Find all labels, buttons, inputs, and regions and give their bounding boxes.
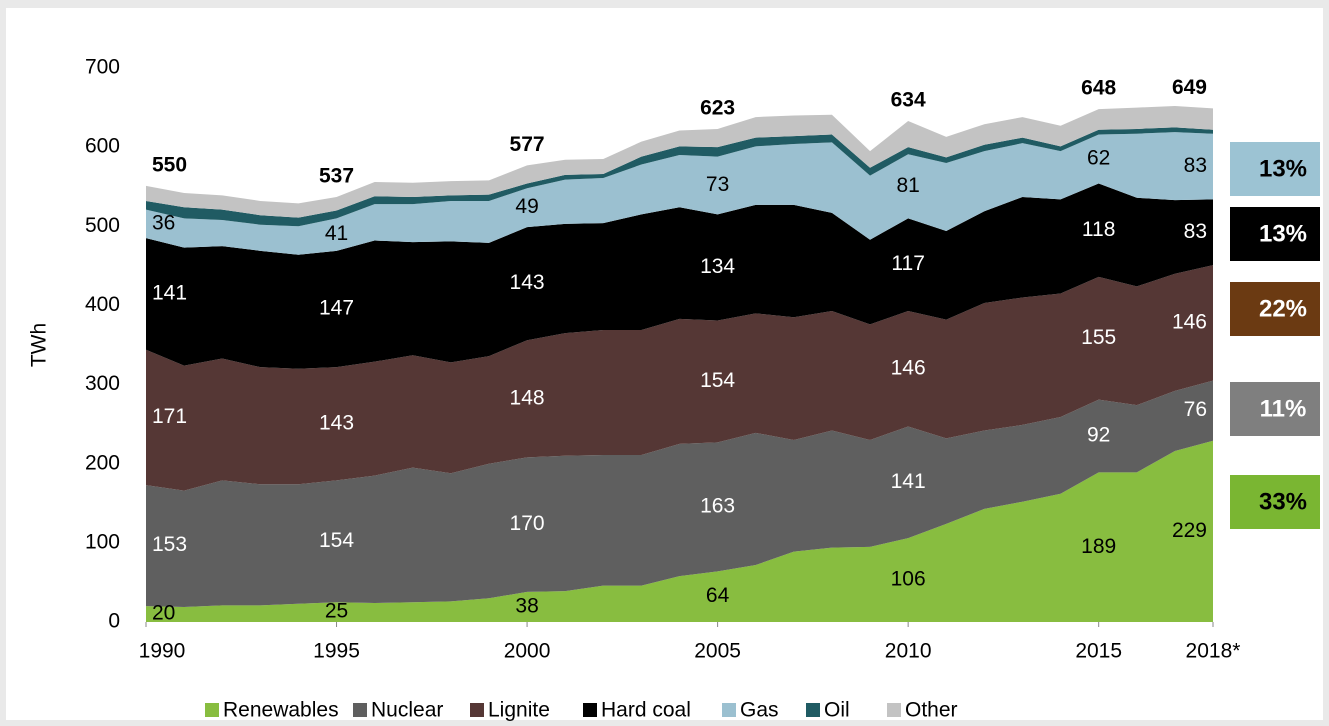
legend-swatch [205,703,219,717]
area [146,183,1213,369]
legend-label: Other [905,699,958,722]
x-tick-label: 1995 [313,640,360,663]
legend-label: Nuclear [371,699,443,722]
share-label: 33% [1259,488,1307,515]
total-label: 577 [510,133,545,156]
data-label: 148 [510,386,545,409]
area [146,127,1213,227]
area [146,132,1213,255]
y-tick-label: 500 [85,214,120,237]
y-tick-label: 200 [85,451,120,474]
data-label: 62 [1087,147,1110,170]
data-label: 154 [319,529,354,552]
share-label: 11% [1260,395,1307,422]
legend-swatch [806,703,820,717]
x-tick-label: 2000 [504,640,551,663]
total-label: 634 [891,89,926,112]
data-label: 154 [700,369,735,392]
data-label: 41 [325,222,348,245]
share-label: 13% [1259,155,1307,182]
total-label: 623 [700,96,735,119]
data-label: 147 [319,297,354,320]
area [146,105,1213,218]
data-label: 117 [891,252,924,275]
share-box [1230,282,1320,336]
legend-swatch [353,703,367,717]
legend-swatch [887,703,901,717]
share-box [1230,382,1320,436]
legend-label: Gas [740,699,779,722]
x-tick-label: 2015 [1075,640,1122,663]
total-label: 550 [152,153,187,176]
share-box [1230,142,1320,196]
data-label: 81 [896,174,919,197]
data-label: 92 [1087,424,1110,447]
y-tick-label: 700 [85,56,120,79]
data-label: 141 [891,470,926,493]
data-label: 36 [152,211,175,234]
total-label: 648 [1081,77,1116,100]
share-box [1230,207,1320,261]
x-tick-label: 2010 [885,640,932,663]
data-label: 73 [706,173,729,196]
y-axis-label: TWh [28,323,51,367]
y-tick-label: 100 [85,530,120,553]
area [146,265,1213,491]
data-label: 134 [700,255,735,278]
data-label: 153 [152,533,187,556]
data-label: 118 [1082,218,1115,241]
data-label: 38 [515,595,538,618]
data-label: 143 [510,271,545,294]
share-label: 22% [1259,295,1307,322]
x-tick-label: 2018* [1186,640,1241,663]
share-box [1230,475,1320,529]
y-tick-label: 600 [85,135,120,158]
data-label: 146 [1172,310,1207,333]
data-label: 49 [515,195,538,218]
x-tick-label: 1990 [139,640,186,663]
legend-label: Hard coal [601,699,691,722]
total-label: 537 [319,165,354,188]
y-tick-label: 0 [108,610,120,633]
x-tick-label: 2005 [694,640,741,663]
data-label: 141 [152,281,187,304]
data-label: 170 [510,512,545,535]
data-label: 76 [1184,398,1207,421]
y-tick-label: 400 [85,293,120,316]
data-label: 25 [325,600,348,623]
area [146,440,1213,622]
data-label: 20 [152,602,175,625]
legend-swatch [583,703,597,717]
data-label: 146 [891,356,926,379]
data-label: 189 [1081,535,1116,558]
data-label: 143 [319,411,354,434]
data-label: 229 [1172,519,1207,542]
data-label: 106 [891,568,926,591]
data-label: 83 [1184,220,1207,243]
data-label: 64 [706,584,730,607]
data-label: 83 [1184,154,1207,177]
share-label: 13% [1259,220,1307,247]
data-label: 163 [700,494,735,517]
legend-swatch [470,703,484,717]
legend-swatch [722,703,736,717]
legend-label: Lignite [488,699,550,722]
legend-label: Renewables [223,699,339,722]
data-label: 155 [1081,326,1116,349]
data-label: 171 [152,405,187,428]
legend-label: Oil [824,699,850,722]
area [146,380,1213,607]
total-label: 649 [1172,76,1207,99]
y-tick-label: 300 [85,372,120,395]
